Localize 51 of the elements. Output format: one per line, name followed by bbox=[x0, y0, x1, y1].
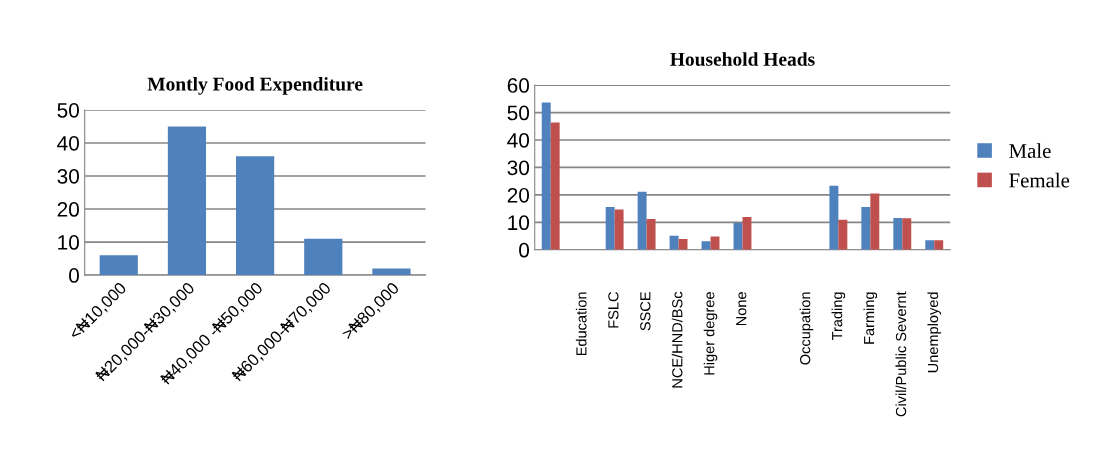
y-tick-label: 60 bbox=[507, 78, 530, 93]
bar bbox=[614, 209, 624, 250]
x-tick-label: None bbox=[736, 292, 747, 326]
bar bbox=[925, 240, 935, 250]
x-tick-label: Education bbox=[575, 292, 587, 356]
x-tick-label: Trading bbox=[831, 292, 846, 341]
y-tick-label: 20 bbox=[507, 187, 530, 203]
y-tick-label: 30 bbox=[507, 160, 530, 176]
x-tick-label: Occupation bbox=[799, 292, 814, 365]
bar bbox=[861, 206, 871, 250]
bar bbox=[669, 235, 679, 250]
bar bbox=[605, 206, 615, 250]
legend-label: Male bbox=[1009, 143, 1051, 158]
y-tick-label: 50 bbox=[507, 105, 530, 121]
bar bbox=[902, 218, 912, 250]
y-tick-label: 10 bbox=[508, 215, 530, 231]
chart-title: Montly Food Expenditure bbox=[147, 77, 363, 95]
bar bbox=[304, 238, 343, 276]
y-tick-label: 10 bbox=[58, 235, 79, 250]
x-tick-label: FSLC bbox=[608, 292, 619, 328]
bar bbox=[99, 255, 138, 276]
chart-title: Household Heads bbox=[670, 52, 815, 66]
y-tick-label: 0 bbox=[69, 268, 79, 283]
bar bbox=[646, 219, 656, 250]
x-tick-label: SSCE bbox=[640, 292, 651, 331]
bar bbox=[701, 241, 711, 250]
bar bbox=[829, 185, 839, 250]
bar bbox=[742, 217, 752, 250]
y-tick-label: 40 bbox=[57, 135, 79, 151]
x-tick-label: Farming bbox=[863, 292, 878, 344]
x-tick-label: NCE/HND/BSc bbox=[671, 291, 683, 388]
y-tick-label: 0 bbox=[519, 242, 530, 258]
x-tick-label: Higer degree bbox=[703, 292, 718, 375]
bar bbox=[372, 268, 411, 276]
bar bbox=[678, 239, 688, 250]
bar bbox=[550, 122, 560, 250]
bar bbox=[893, 217, 903, 250]
bar bbox=[236, 156, 275, 276]
bar bbox=[934, 240, 944, 250]
y-tick-label: 20 bbox=[57, 202, 79, 217]
bar bbox=[637, 191, 647, 250]
bar bbox=[541, 102, 551, 250]
x-tick-label: Civil/Public Severnt bbox=[895, 291, 907, 417]
bar bbox=[870, 193, 880, 250]
x-tick-label: Unemployed bbox=[927, 292, 942, 373]
bar bbox=[838, 219, 848, 250]
bar bbox=[167, 126, 207, 276]
legend-label: Female bbox=[1009, 172, 1070, 188]
y-tick-label: 50 bbox=[57, 102, 79, 118]
y-tick-label: 40 bbox=[507, 132, 530, 148]
y-tick-label: 30 bbox=[57, 169, 79, 184]
